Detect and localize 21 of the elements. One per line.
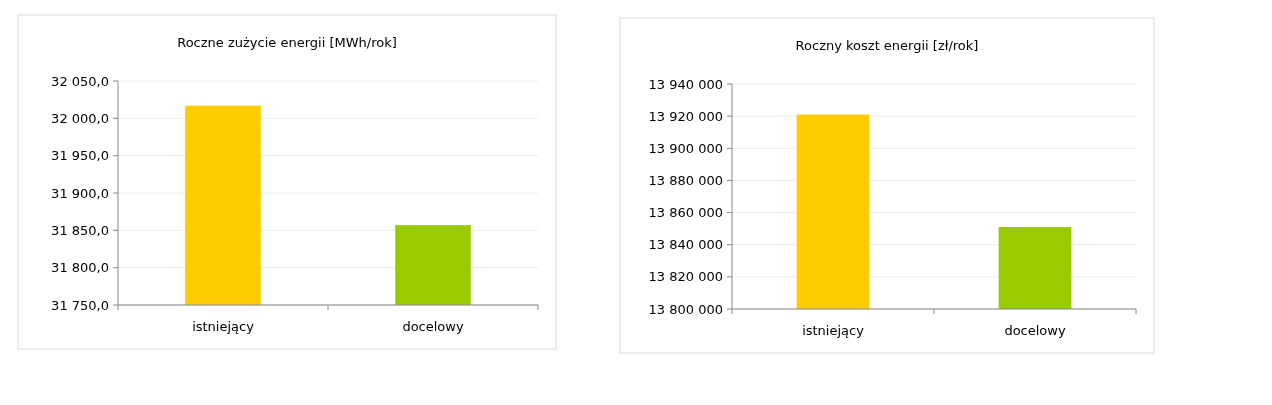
y-tick-label: 31 800,0 xyxy=(51,260,109,276)
y-tick-label: 32 050,0 xyxy=(51,73,109,89)
y-tick-label: 32 000,0 xyxy=(51,110,109,126)
y-tick-label: 13 820 000 xyxy=(648,269,723,285)
y-tick-label: 13 880 000 xyxy=(648,172,723,188)
chart-title: Roczny koszt energii [zł/rok] xyxy=(795,38,979,53)
y-tick-label: 13 860 000 xyxy=(648,205,723,221)
y-tick-label: 13 800 000 xyxy=(648,301,723,317)
y-tick-label: 31 750,0 xyxy=(51,297,109,313)
chart-title: Roczne zużycie energii [MWh/rok] xyxy=(177,35,397,50)
x-tick-label: istniejący xyxy=(192,319,255,334)
x-tick-label: istniejący xyxy=(802,323,865,338)
y-tick-label: 31 900,0 xyxy=(51,185,109,201)
y-tick-label: 13 840 000 xyxy=(648,237,723,253)
y-tick-label: 31 950,0 xyxy=(51,148,109,164)
y-tick-label: 13 940 000 xyxy=(648,76,723,92)
y-tick-label: 13 920 000 xyxy=(648,108,723,124)
y-tick-label: 13 900 000 xyxy=(648,140,723,156)
x-tick-label: docelowy xyxy=(1004,323,1066,338)
y-tick-label: 31 850,0 xyxy=(51,222,109,238)
x-tick-label: docelowy xyxy=(402,319,464,334)
